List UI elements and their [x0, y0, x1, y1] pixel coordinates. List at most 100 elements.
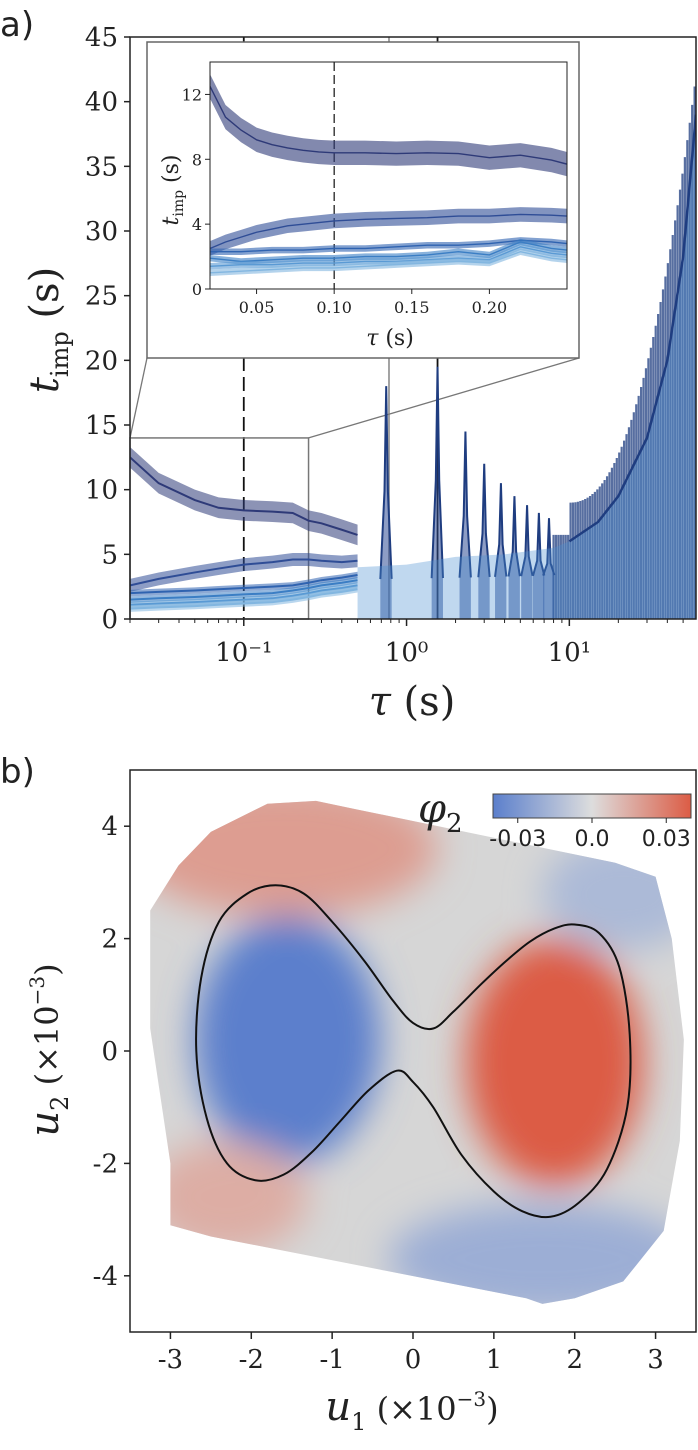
panel-a-peaks [357, 86, 696, 619]
inset-series-line [210, 241, 567, 263]
resonance-peak-line [379, 386, 393, 580]
y-tick-label: 30 [85, 217, 118, 247]
x-tick-label: 10⁻¹ [215, 638, 272, 668]
b-y-tick-label: 0 [101, 1037, 118, 1067]
zero-contour [195, 884, 632, 1219]
x-tick-label: 10⁰ [385, 638, 429, 668]
resonance-peak [459, 431, 471, 619]
panel-a-y-axis-label: timp (s) [22, 267, 74, 393]
y-tick-label: 35 [85, 152, 118, 182]
b-x-tick-label: 3 [647, 1345, 664, 1375]
resonance-peak-line [542, 518, 556, 576]
panel-a-x-axis-label: τ (s) [369, 679, 456, 725]
b-y-tick-label: -4 [93, 1262, 118, 1292]
dense-peak-comb [552, 86, 696, 619]
inset-x-tick-label: 0.20 [472, 298, 508, 317]
heatmap-field [150, 800, 684, 1304]
y-tick-label: 25 [85, 282, 118, 312]
tail-line [568, 114, 696, 543]
resonance-peak [380, 386, 392, 619]
colorbar-ticks: -0.03 0.0 0.03 [489, 818, 691, 852]
zoom-connector [129, 357, 148, 439]
panel-a-inset: 0 4 8 12 0.05 0.10 0.15 0.20 timp (s) τ (s) [146, 41, 580, 359]
panel-b-y-axis-label: u2 (×10−3) [22, 963, 74, 1136]
inset-series-line [210, 250, 567, 274]
panel-a-frame [129, 36, 697, 620]
inset-y-tick-label: 12 [182, 85, 202, 104]
x-tick-label: 10¹ [548, 638, 592, 668]
resonance-peak [478, 463, 490, 619]
inset-series [210, 74, 567, 277]
b-x-tick-label: -1 [319, 1345, 344, 1375]
panel-b-x-axis-label: u1 (×10−3) [325, 1384, 498, 1436]
y-tick-label: 40 [85, 88, 118, 118]
series-band [130, 446, 358, 546]
inset-x-tick-label: 0.10 [316, 298, 352, 317]
inset-y-tick-label: 8 [192, 150, 202, 169]
inset-x-tick-label: 0.05 [239, 298, 275, 317]
series-line [130, 588, 358, 610]
heatmap-lobe [465, 938, 644, 1186]
resonance-peak-line [494, 483, 508, 577]
panel-b-chart: -4 -2 0 2 4 -3 -2 -1 0 1 2 3 u2 (×10−3) u1 (×10−3)… [22, 769, 697, 1436]
panel-a-label: a) [0, 5, 34, 45]
panel-b-y-ticks: -4 -2 0 2 4 [93, 812, 130, 1292]
zoom-connector [308, 357, 580, 439]
inset-y-tick-label: 4 [192, 215, 202, 234]
b-y-tick-label: -2 [93, 1149, 118, 1179]
panel-b-label: b) [0, 752, 35, 792]
b-x-tick-label: 1 [486, 1345, 503, 1375]
resonance-peak [521, 505, 533, 619]
heatmap-lobe [150, 1140, 308, 1254]
resonance-peak-line [507, 496, 521, 577]
panel-a-x-ticks: 10⁻¹ 10⁰ 10¹ [129, 619, 684, 668]
colorbar-tick-label: 0.0 [575, 827, 610, 852]
series-line [130, 579, 358, 601]
inset-series-line [210, 213, 567, 250]
inset-series-line [210, 86, 567, 165]
b-x-tick-label: -2 [239, 1345, 264, 1375]
inset-series-band [210, 207, 567, 256]
resonance-peak-line [477, 463, 491, 578]
panel-b-x-ticks: -3 -2 -1 0 1 2 3 [158, 1332, 664, 1375]
panel-a-y-ticks: 0 5 10 15 20 25 30 35 40 45 [85, 23, 130, 635]
resonance-peak [508, 496, 520, 619]
y-tick-label: 5 [101, 540, 118, 570]
resonance-peak-line [458, 431, 472, 578]
y-tick-label: 15 [85, 411, 118, 441]
heatmap-lobe [194, 916, 381, 1164]
resonance-peak-line [520, 505, 534, 577]
b-x-tick-label: 0 [405, 1345, 422, 1375]
resonance-peak [543, 518, 555, 619]
series-line [130, 456, 358, 536]
inset-y-tick-label: 0 [192, 280, 202, 299]
series-line [130, 574, 358, 595]
series-line [130, 584, 358, 606]
y-tick-label: 0 [101, 605, 118, 635]
b-x-tick-label: -3 [158, 1345, 183, 1375]
colorbar-tick-label: 0.03 [642, 827, 691, 852]
inset-x-ticks: 0.05 0.10 0.15 0.20 [239, 289, 507, 317]
inset-y-axis-label: timp (s) [159, 154, 187, 225]
resonance-peak [495, 483, 507, 619]
y-tick-label: 45 [85, 23, 118, 53]
colorbar: φ2 -0.03 0.0 0.03 [418, 786, 692, 852]
series-line [130, 558, 358, 587]
y-tick-label: 10 [85, 476, 118, 506]
b-y-tick-label: 2 [101, 925, 118, 955]
inset-y-ticks: 0 4 8 12 [182, 85, 210, 299]
inset-series-band [210, 248, 567, 277]
resonance-peak-line [532, 512, 546, 577]
b-y-tick-label: 4 [101, 812, 118, 842]
y-tick-label: 20 [85, 346, 118, 376]
resonance-peak [532, 512, 545, 619]
resonance-peak-line [430, 366, 444, 579]
series-band [130, 553, 358, 592]
inset-series-band [210, 74, 567, 177]
inset-x-tick-label: 0.15 [394, 298, 430, 317]
b-x-tick-label: 2 [566, 1345, 583, 1375]
inset-frame [209, 61, 568, 290]
tail-fill [357, 114, 696, 619]
